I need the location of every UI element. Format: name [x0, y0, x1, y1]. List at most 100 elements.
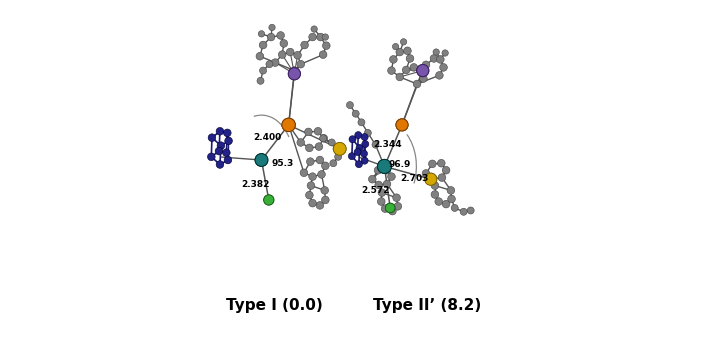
Circle shape — [388, 207, 396, 215]
Circle shape — [442, 200, 450, 208]
Circle shape — [377, 198, 385, 205]
Circle shape — [208, 134, 216, 141]
Circle shape — [307, 182, 315, 190]
Circle shape — [440, 64, 448, 71]
Text: Type I (0.0): Type I (0.0) — [226, 298, 323, 313]
Circle shape — [320, 134, 328, 142]
Circle shape — [315, 143, 323, 151]
Circle shape — [216, 161, 223, 168]
Circle shape — [278, 51, 286, 59]
Circle shape — [406, 55, 414, 62]
Circle shape — [346, 101, 353, 108]
Circle shape — [305, 128, 312, 136]
Circle shape — [431, 182, 439, 190]
Circle shape — [322, 34, 329, 40]
Circle shape — [321, 186, 329, 194]
Circle shape — [259, 41, 267, 49]
Circle shape — [396, 73, 403, 81]
Circle shape — [369, 176, 376, 183]
Circle shape — [396, 119, 408, 131]
Circle shape — [388, 173, 396, 180]
Circle shape — [294, 51, 302, 59]
Circle shape — [267, 33, 275, 41]
Circle shape — [311, 26, 317, 32]
Circle shape — [215, 147, 223, 155]
Text: 2.382: 2.382 — [241, 180, 269, 190]
Circle shape — [372, 141, 379, 148]
Circle shape — [329, 139, 336, 146]
Circle shape — [288, 68, 300, 80]
Circle shape — [377, 159, 391, 173]
Circle shape — [442, 166, 450, 174]
Circle shape — [257, 77, 264, 84]
Circle shape — [223, 129, 231, 137]
Circle shape — [271, 59, 279, 66]
Circle shape — [396, 119, 408, 131]
Circle shape — [375, 181, 383, 189]
Circle shape — [277, 32, 284, 39]
Circle shape — [448, 195, 455, 203]
Text: Type II’ (8.2): Type II’ (8.2) — [374, 298, 482, 313]
Circle shape — [321, 162, 329, 170]
Circle shape — [400, 39, 407, 45]
Circle shape — [282, 118, 295, 132]
Circle shape — [317, 33, 324, 41]
Circle shape — [433, 49, 439, 55]
Circle shape — [419, 75, 427, 82]
Circle shape — [333, 143, 346, 155]
Circle shape — [319, 135, 326, 142]
Circle shape — [393, 194, 400, 201]
Circle shape — [410, 64, 417, 71]
Circle shape — [436, 55, 444, 63]
Circle shape — [435, 198, 443, 205]
Text: 96.9: 96.9 — [388, 160, 411, 169]
Circle shape — [431, 191, 439, 198]
Circle shape — [396, 48, 403, 56]
Circle shape — [286, 48, 294, 56]
Circle shape — [390, 55, 397, 63]
Circle shape — [378, 189, 386, 197]
Circle shape — [438, 159, 445, 167]
Circle shape — [451, 204, 458, 211]
Circle shape — [447, 186, 455, 194]
Text: 2.703: 2.703 — [400, 174, 429, 183]
Circle shape — [305, 191, 313, 199]
Circle shape — [258, 31, 264, 37]
Circle shape — [374, 166, 382, 174]
Circle shape — [364, 130, 372, 137]
Circle shape — [224, 156, 232, 164]
Circle shape — [264, 195, 274, 205]
Circle shape — [282, 118, 295, 132]
Circle shape — [361, 133, 368, 140]
Circle shape — [430, 55, 438, 62]
Circle shape — [223, 149, 230, 157]
Circle shape — [429, 175, 437, 183]
Circle shape — [307, 158, 314, 165]
Circle shape — [356, 144, 363, 151]
Circle shape — [442, 50, 448, 56]
Circle shape — [362, 140, 369, 147]
Circle shape — [360, 150, 367, 157]
Circle shape — [394, 203, 402, 210]
Circle shape — [297, 139, 305, 146]
Circle shape — [429, 160, 436, 168]
Circle shape — [305, 144, 313, 152]
Circle shape — [352, 110, 360, 117]
Circle shape — [377, 159, 391, 173]
Circle shape — [314, 127, 322, 135]
Circle shape — [256, 52, 264, 60]
Circle shape — [264, 195, 274, 205]
Circle shape — [393, 44, 399, 50]
Circle shape — [403, 66, 410, 74]
Circle shape — [333, 143, 346, 155]
Circle shape — [217, 142, 225, 150]
Circle shape — [383, 180, 391, 188]
Circle shape — [460, 208, 467, 215]
Circle shape — [255, 154, 268, 166]
Circle shape — [288, 68, 300, 80]
Circle shape — [355, 161, 362, 168]
Circle shape — [300, 169, 308, 177]
Circle shape — [417, 65, 429, 77]
Circle shape — [333, 145, 340, 152]
Circle shape — [383, 166, 391, 174]
